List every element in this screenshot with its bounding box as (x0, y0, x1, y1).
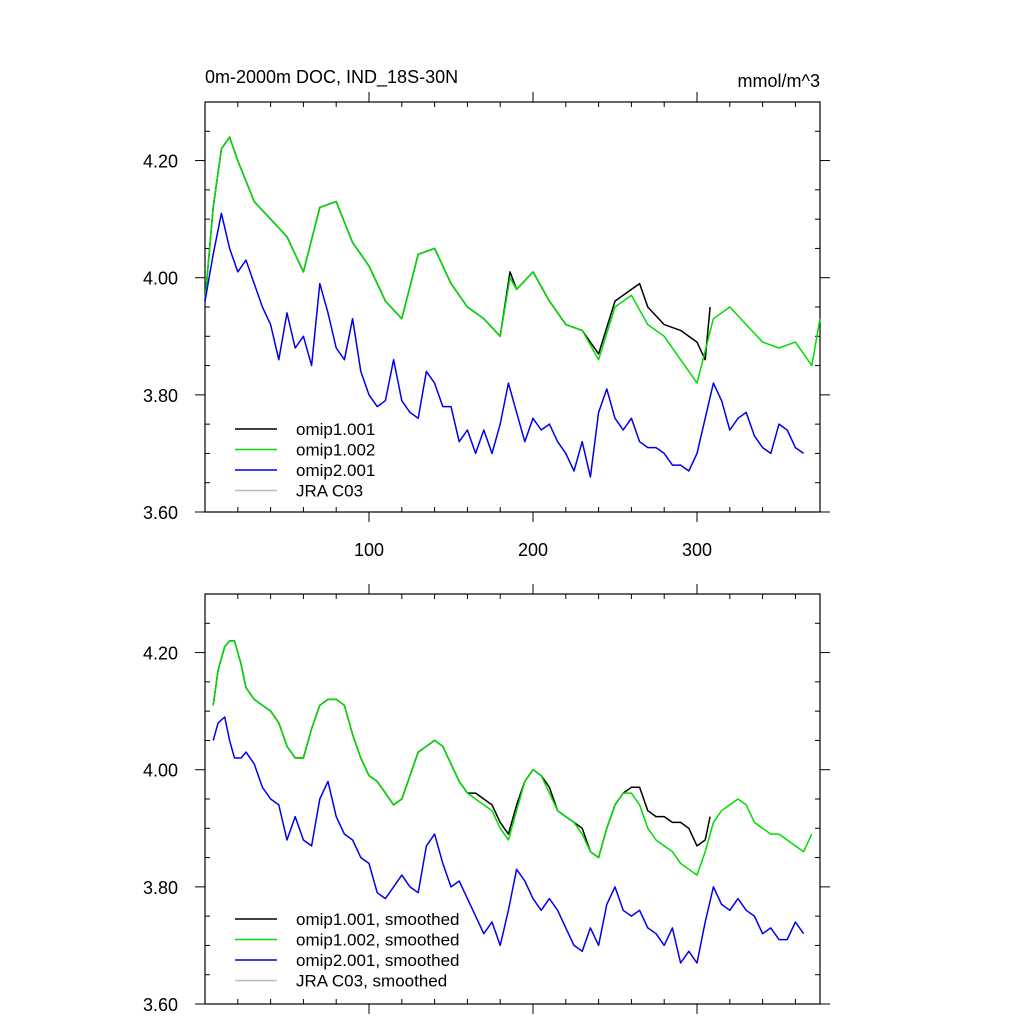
top-legend-label-0: omip1.001 (296, 420, 375, 439)
bottom-legend-label-1: omip1.002, smoothed (296, 931, 460, 950)
bottom-series-line-1 (212, 640, 813, 876)
top-series-line-0 (204, 136, 711, 361)
bottom-y-tick-label: 3.60 (143, 995, 178, 1015)
top-y-tick-label: 3.80 (143, 386, 178, 406)
top-series-line-1 (204, 136, 821, 384)
top-y-tick-label: 4.20 (143, 152, 178, 172)
bottom-y-tick-label: 3.80 (143, 878, 178, 898)
top-panel-title: 0m-2000m DOC, IND_18S-30N (205, 67, 458, 88)
top-legend-label-1: omip1.002 (296, 441, 375, 460)
bottom-series-line-2 (212, 716, 805, 964)
top-y-tick-label: 4.00 (143, 269, 178, 289)
top-x-tick-label: 100 (354, 540, 384, 560)
top-legend-label-3: JRA C03 (296, 482, 363, 501)
top-panel-units: mmol/m^3 (738, 71, 820, 91)
bottom-series-line-0 (212, 640, 711, 859)
bottom-y-tick-label: 4.00 (143, 761, 178, 781)
top-panel: 0m-2000m DOC, IND_18S-30N mmol/m^3 100 20… (143, 67, 830, 560)
top-x-tick-label: 300 (682, 540, 712, 560)
top-x-tick-label: 200 (518, 540, 548, 560)
bottom-legend-label-0: omip1.001, smoothed (296, 910, 460, 929)
bottom-panel: 3.60 3.80 4.00 4.20 omip1.001, smoothed omip1… (143, 584, 830, 1015)
bottom-legend-label-2: omip2.001, smoothed (296, 951, 460, 970)
top-y-tick-label: 3.60 (143, 503, 178, 523)
bottom-y-tick-label: 4.20 (143, 644, 178, 664)
bottom-legend-label-3: JRA C03, smoothed (296, 972, 447, 991)
top-series-line-2 (204, 212, 805, 478)
top-legend-label-2: omip2.001 (296, 461, 375, 480)
